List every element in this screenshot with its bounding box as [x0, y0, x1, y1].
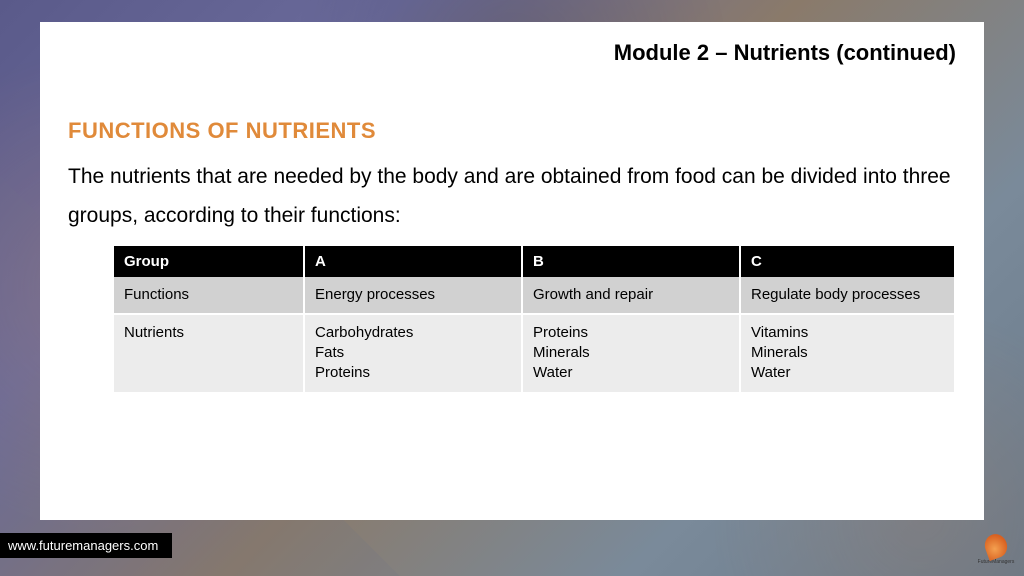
table-header-cell: Group: [114, 246, 304, 277]
module-title: Module 2 – Nutrients (continued): [68, 40, 956, 66]
table-cell: Energy processes: [304, 277, 522, 314]
table-cell: Growth and repair: [522, 277, 740, 314]
nutrients-table: Group A B C Functions Energy processes G…: [114, 246, 954, 394]
table-row: Nutrients CarbohydratesFatsProteins Prot…: [114, 314, 954, 393]
table-header-row: Group A B C: [114, 246, 954, 277]
logo-label: FutureManagers: [978, 559, 1015, 565]
table-cell: VitaminsMineralsWater: [740, 314, 954, 393]
table-cell: CarbohydratesFatsProteins: [304, 314, 522, 393]
table-cell-label: Nutrients: [114, 314, 304, 393]
brand-logo: FutureManagers: [974, 530, 1018, 568]
table-header-cell: C: [740, 246, 954, 277]
table-row: Functions Energy processes Growth and re…: [114, 277, 954, 314]
table-header-cell: A: [304, 246, 522, 277]
slide-panel: Module 2 – Nutrients (continued) FUNCTIO…: [40, 22, 984, 520]
intro-paragraph: The nutrients that are needed by the bod…: [68, 158, 956, 236]
table-cell: Regulate body processes: [740, 277, 954, 314]
table-cell: ProteinsMineralsWater: [522, 314, 740, 393]
footer-url: www.futuremanagers.com: [0, 533, 172, 558]
table-cell-label: Functions: [114, 277, 304, 314]
flame-icon: [982, 530, 1011, 560]
section-heading: FUNCTIONS OF NUTRIENTS: [68, 118, 956, 144]
table-header-cell: B: [522, 246, 740, 277]
